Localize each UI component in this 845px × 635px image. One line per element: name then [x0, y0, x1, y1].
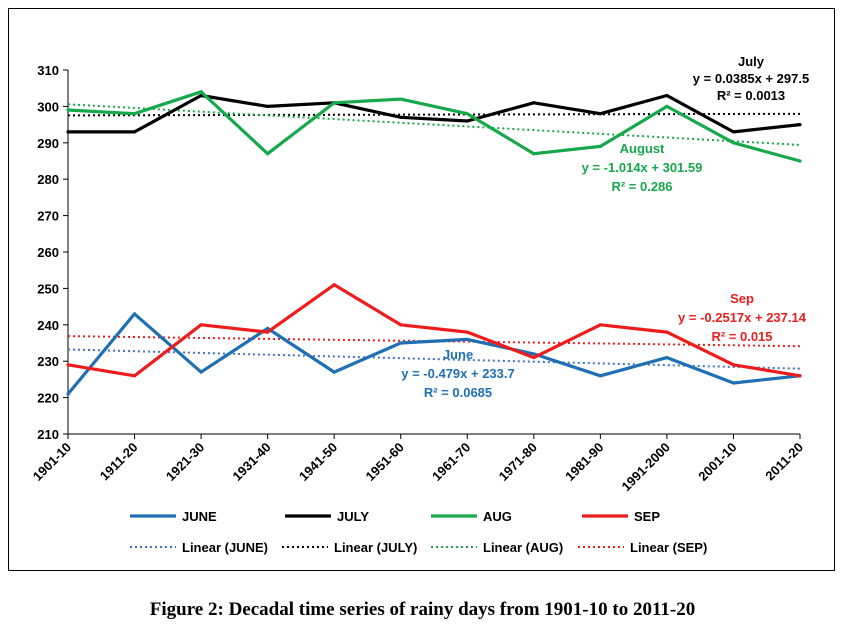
- legend-label-trend: Linear (AUG): [483, 540, 563, 555]
- data-point-aug: [465, 112, 469, 116]
- x-tick-label: 1921-30: [163, 440, 207, 484]
- x-tick-label: 2011-20: [762, 440, 806, 484]
- data-point-sep: [665, 330, 669, 334]
- x-tick-label: 1961-70: [429, 440, 473, 484]
- data-point-aug: [598, 144, 602, 149]
- x-tick-label: 2001-10: [695, 440, 739, 484]
- y-tick-label: 280: [37, 172, 59, 187]
- chart-frame: [8, 8, 835, 571]
- data-point-aug: [532, 152, 536, 156]
- data-point-sep: [66, 363, 70, 367]
- data-point-aug: [665, 104, 669, 108]
- trendline-linear-july: [67, 112, 801, 117]
- series-line-aug: [67, 90, 801, 163]
- y-tick-label: 290: [37, 136, 59, 151]
- annotation-aug-line: y = -1.014x + 301.59: [582, 160, 703, 175]
- data-point-sep: [199, 323, 203, 327]
- series-line-july: [68, 93, 801, 134]
- data-point-july: [665, 93, 669, 98]
- x-tick-label: 1991-2000: [618, 440, 673, 495]
- series-line-june: [66, 312, 801, 396]
- data-point-sep: [132, 374, 137, 378]
- data-point-aug: [332, 101, 336, 105]
- series-line-sep: [67, 283, 801, 378]
- data-point-sep: [798, 374, 802, 378]
- data-point-july: [532, 101, 536, 105]
- annotation-july-line: y = 0.0385x + 297.5: [693, 71, 809, 86]
- y-tick-label: 210: [37, 427, 59, 442]
- legend-label-june: JUNE: [182, 509, 217, 524]
- y-tick-label: 300: [37, 99, 59, 114]
- data-point-june: [399, 341, 403, 345]
- data-point-june: [532, 352, 536, 356]
- data-point-sep: [266, 330, 270, 334]
- annotation-june-line: June: [443, 347, 473, 362]
- annotation-july-line: July: [738, 54, 765, 69]
- trendline-linear-aug: [67, 103, 801, 146]
- annotation-sep-line: y = -0.2517x + 237.14: [678, 310, 807, 325]
- data-point-june: [266, 326, 270, 331]
- data-point-aug: [266, 152, 270, 156]
- y-tick-label: 220: [37, 391, 59, 406]
- data-point-sep: [532, 355, 536, 360]
- data-point-july: [598, 112, 602, 116]
- data-point-sep: [332, 283, 336, 287]
- annotation-june-line: R² = 0.0685: [424, 385, 492, 400]
- x-tick-label: 1901-10: [30, 440, 74, 484]
- data-point-sep: [598, 323, 602, 327]
- annotation-aug-line: R² = 0.286: [611, 179, 672, 194]
- data-point-july: [399, 115, 403, 119]
- x-tick-label: 1931-40: [229, 440, 273, 484]
- trendline-linear-june: [67, 348, 801, 370]
- data-point-july: [798, 123, 802, 127]
- annotation-july-line: R² = 0.0013: [717, 88, 785, 103]
- legend-label-july: JULY: [337, 509, 369, 524]
- data-point-july: [266, 104, 270, 108]
- data-point-june: [665, 355, 669, 360]
- x-tick-label: 1981-90: [562, 440, 606, 484]
- data-point-july: [66, 130, 70, 134]
- legend-label-trend: Linear (JULY): [334, 540, 417, 555]
- x-tick-label: 1971-80: [496, 440, 540, 484]
- data-point-sep: [399, 323, 403, 327]
- data-point-aug: [399, 97, 403, 101]
- data-point-july: [132, 130, 137, 134]
- x-tick-label: 1911-20: [97, 440, 141, 484]
- data-point-july: [731, 130, 736, 134]
- annotation-aug-line: August: [620, 141, 665, 156]
- y-tick-label: 270: [37, 209, 59, 224]
- x-tick-label: 1951-60: [362, 440, 406, 484]
- data-point-aug: [132, 112, 137, 116]
- data-point-june: [332, 370, 336, 374]
- data-point-june: [731, 381, 736, 385]
- legend-label-trend: Linear (JUNE): [182, 540, 268, 555]
- x-tick-label: 1941-50: [296, 440, 340, 484]
- data-point-aug: [798, 159, 802, 163]
- y-tick-label: 260: [37, 245, 59, 260]
- annotation-june-line: y = -0.479x + 233.7: [401, 366, 514, 381]
- data-point-sep: [465, 330, 469, 334]
- y-tick-label: 310: [37, 63, 59, 78]
- annotation-sep-line: R² = 0.015: [711, 329, 772, 344]
- data-point-sep: [731, 363, 736, 367]
- y-tick-label: 230: [37, 354, 59, 369]
- data-point-july: [465, 119, 469, 123]
- data-point-june: [598, 374, 602, 378]
- legend-label-trend: Linear (SEP): [630, 540, 707, 555]
- data-point-june: [66, 392, 70, 396]
- data-point-aug: [199, 90, 203, 94]
- data-point-aug: [731, 141, 736, 145]
- legend-label-aug: AUG: [483, 509, 512, 524]
- data-point-june: [132, 312, 137, 316]
- annotation-sep-line: Sep: [730, 291, 754, 306]
- data-point-june: [199, 370, 203, 374]
- legend-label-sep: SEP: [634, 509, 660, 524]
- decadal-rainy-days-chart: 210 220 230 240 250 260 270 280 290 300 310 1901-10…: [30, 54, 809, 555]
- data-point-aug: [66, 108, 70, 112]
- figure-caption: Figure 2: Decadal time series of rainy d…: [149, 599, 696, 620]
- y-tick-label: 250: [37, 281, 59, 296]
- data-point-june: [465, 337, 469, 341]
- y-tick-label: 240: [37, 318, 59, 333]
